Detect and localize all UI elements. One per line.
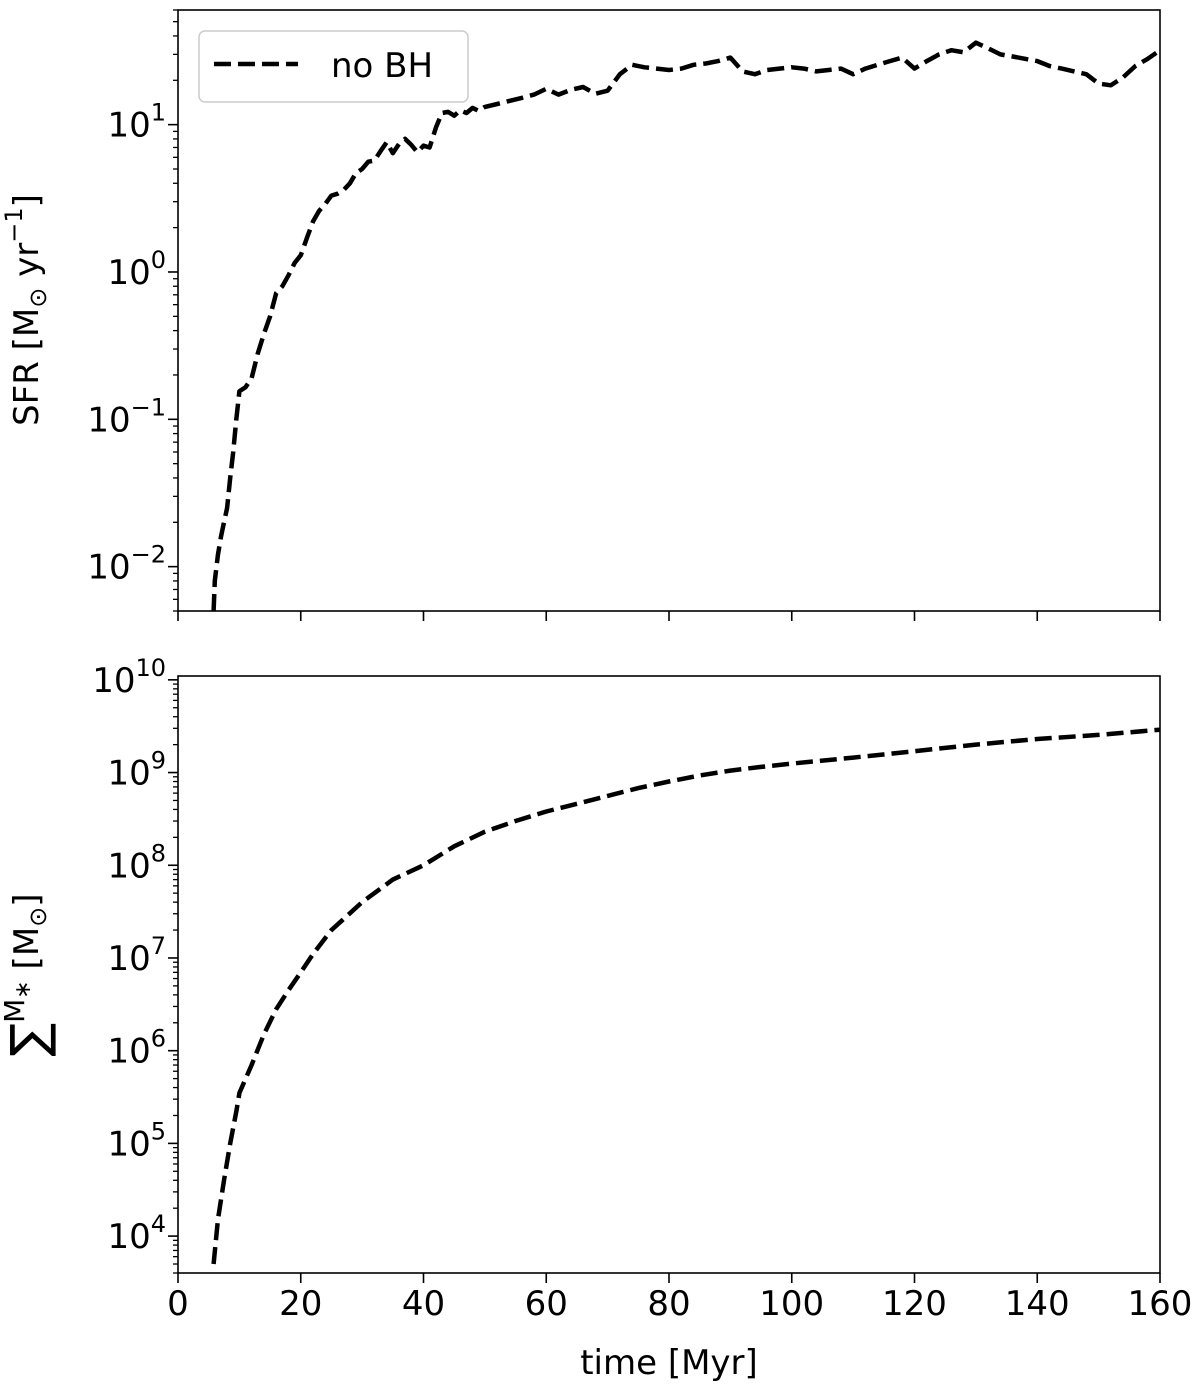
stellar-mass-panel: 104 105 106 107 108 109 1010 0 20 40 60 80 100 120 140… [0,654,1192,1324]
legend: no BH [198,30,469,103]
x-tick-label: 20 [279,1284,322,1324]
y-axis-label: ∑M∗ [M⊙] [0,893,58,1056]
y-tick-label: 100 [107,246,166,293]
x-tick-label: 100 [759,1284,824,1324]
y-axis-label: SFR [M⊙ yr−1] [0,194,52,426]
y-tick-label: 10−1 [87,393,166,440]
sfr-panel: 10−2 10−1 100 101 no BH SFR [M⊙ yr−1] [0,9,1161,621]
x-tick-label: 40 [402,1284,445,1324]
y-tick-label: 106 [107,1025,166,1072]
y-tick-label: 10−2 [87,541,166,588]
series-line-stellar-mass [211,727,1160,1265]
y-tick-label: 107 [107,932,166,979]
y-tick-label: 109 [107,747,166,794]
x-tick-label: 0 [167,1284,189,1324]
x-axis-label: time [Myr] [580,1343,758,1383]
series-line-no-bh [211,40,1160,611]
x-tick-label: 120 [882,1284,947,1324]
axes-frame [177,675,1161,1274]
axes-frame [177,9,1161,612]
legend-label: no BH [331,46,433,86]
y-tick-label: 101 [107,99,166,146]
x-tick-label: 140 [1005,1284,1070,1324]
x-tick-label: 80 [647,1284,690,1324]
x-tick-label: 60 [525,1284,568,1324]
x-tick-label: 160 [1128,1284,1193,1324]
y-tick-label: 104 [107,1210,166,1257]
y-tick-label: 108 [107,839,166,886]
legend-box [198,30,469,103]
y-tick-label: 1010 [92,654,166,701]
y-tick-label: 105 [107,1117,166,1164]
